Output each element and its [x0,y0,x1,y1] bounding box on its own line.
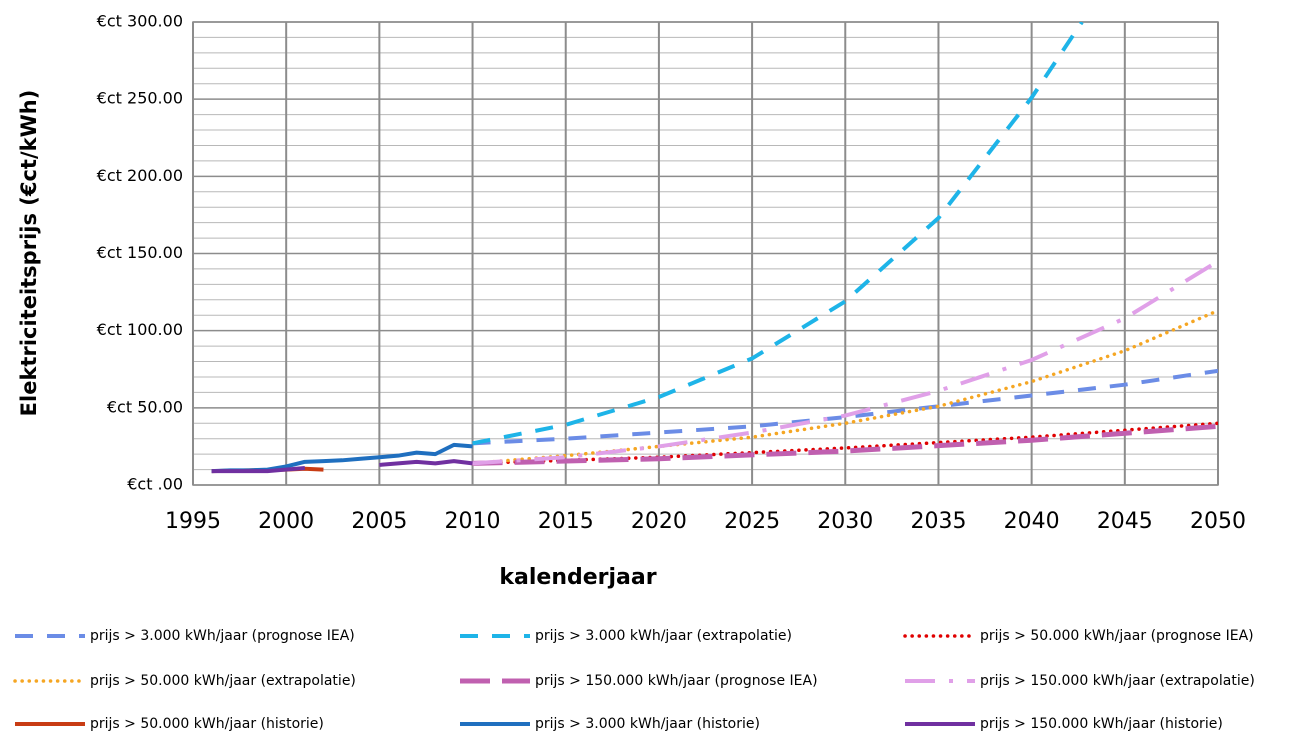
legend-label: prijs > 50.000 kWh/jaar (extrapolatie) [90,673,356,689]
y-tick-label: €ct 250.00 [97,89,183,108]
legend-label: prijs > 150.000 kWh/jaar (extrapolatie) [980,673,1255,689]
y-tick-label: €ct 300.00 [97,12,183,31]
legend-label: prijs > 150.000 kWh/jaar (historie) [980,716,1223,732]
y-tick-label: €ct 100.00 [97,320,183,339]
x-tick-label: 2050 [1190,509,1246,534]
y-tick-label: €ct 50.00 [107,397,183,416]
series-line [211,459,473,474]
x-tick-label: 1995 [165,509,221,534]
legend-label: prijs > 50.000 kWh/jaar (prognose IEA) [980,628,1254,644]
legend-label: prijs > 150.000 kWh/jaar (prognose IEA) [535,673,818,689]
series-line [470,308,1218,466]
x-axis-label: kalenderjaar [499,565,656,590]
legend-label: prijs > 3.000 kWh/jaar (historie) [535,716,760,732]
y-axis-label: Elektriciteitsprijs (€ct/kWh) [17,90,41,417]
x-tick-label: 2035 [910,509,966,534]
series-line [472,368,1218,446]
legend-label: prijs > 3.000 kWh/jaar (prognose IEA) [90,628,355,644]
series-line [472,259,1218,466]
y-tick-label: €ct 150.00 [97,243,183,262]
plot-frame [192,21,1219,486]
y-tick-label: €ct .00 [127,475,183,494]
series-line [211,442,473,474]
x-tick-label: 2045 [1097,509,1153,534]
x-tick-label: 2030 [817,509,873,534]
plot-area [211,22,1218,474]
x-tick-label: 2020 [631,509,687,534]
x-tick-label: 2010 [445,509,501,534]
x-tick-label: 2015 [538,509,594,534]
series-line [472,22,1084,446]
legend-label: prijs > 3.000 kWh/jaar (extrapolatie) [535,628,792,644]
x-tick-label: 2000 [258,509,314,534]
legend-label: prijs > 50.000 kWh/jaar (historie) [90,716,324,732]
y-tick-label: €ct 200.00 [97,166,183,185]
x-tick-label: 2005 [351,509,407,534]
x-tick-label: 2040 [1004,509,1060,534]
x-tick-label: 2025 [724,509,780,534]
